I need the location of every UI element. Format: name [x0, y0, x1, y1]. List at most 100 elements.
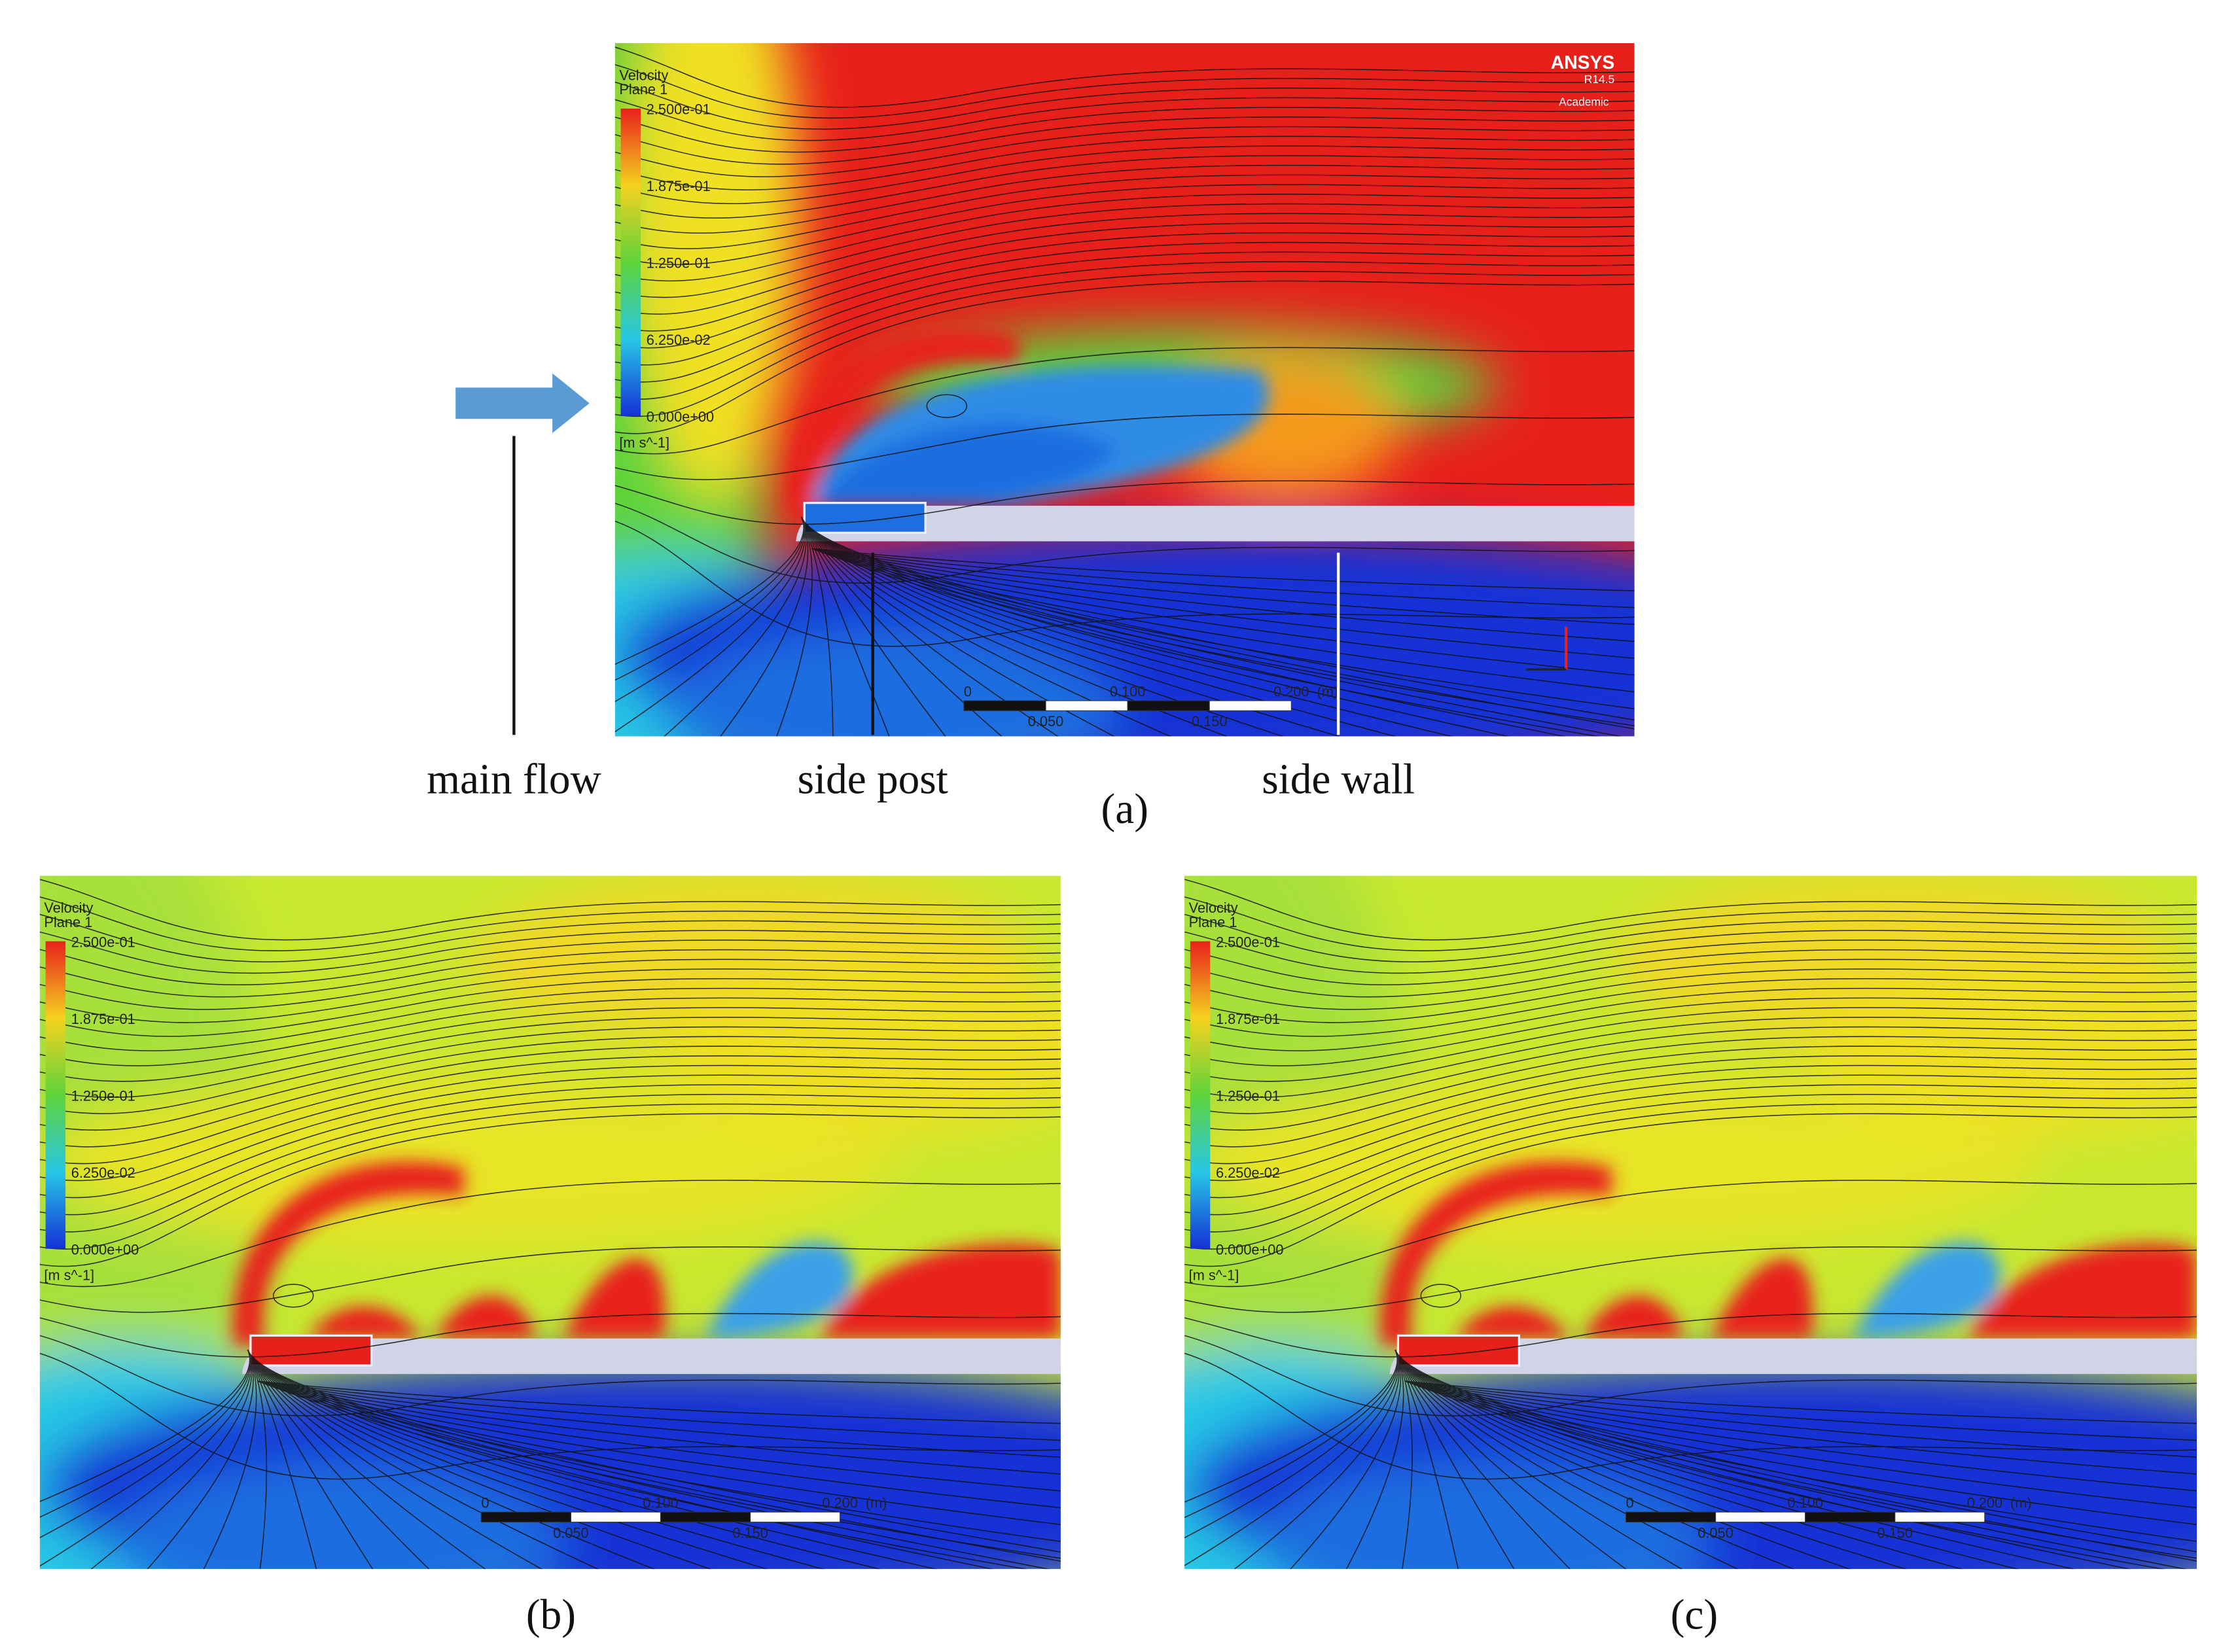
streamline — [90, 1349, 253, 1570]
streamline — [39, 1335, 1061, 1416]
streamline — [1395, 1349, 1908, 1570]
streamline — [1405, 1380, 2197, 1475]
field-blob — [1184, 1075, 2039, 1246]
field-structure — [786, 328, 1018, 513]
streamline — [247, 1349, 995, 1570]
streamline — [1395, 1349, 1963, 1570]
plate — [796, 505, 1635, 542]
scale-label: 0 — [964, 684, 972, 700]
streamline — [39, 1055, 1061, 1165]
vortex — [272, 1284, 314, 1308]
streamline — [811, 548, 1635, 608]
plate — [1389, 1338, 2197, 1375]
streamline — [247, 1349, 599, 1570]
streamline — [614, 155, 1635, 219]
streamline — [614, 517, 805, 703]
streamline — [1184, 879, 2197, 941]
streamline — [39, 1084, 1061, 1216]
streamline — [614, 502, 1635, 584]
streamline — [257, 1380, 1061, 1492]
streamline — [1184, 1017, 2197, 1098]
colorbar-label: 1.250e-01 — [71, 1087, 135, 1104]
streamline — [1184, 968, 2197, 1023]
streamline — [1184, 978, 2197, 1037]
streamline — [801, 517, 890, 737]
streamline — [1395, 1349, 1571, 1570]
scale-label: 0.100 — [643, 1495, 678, 1511]
scale-segment — [1045, 700, 1128, 711]
streamline — [39, 1113, 1061, 1267]
streamline — [614, 164, 1635, 234]
streamline — [257, 1380, 1061, 1475]
streamline — [1405, 1380, 2197, 1441]
streamline — [1184, 1352, 2197, 1480]
streamline — [39, 1026, 1061, 1114]
streamline — [39, 978, 1061, 1037]
streamline — [811, 548, 1635, 642]
streamline — [614, 517, 804, 665]
streamline — [257, 1380, 1061, 1441]
field-blob — [666, 961, 1061, 1133]
field-structure — [818, 422, 1118, 506]
streamline — [801, 517, 946, 737]
streamline — [1405, 1380, 2197, 1542]
panel-label: (a) — [1101, 786, 1148, 833]
annotation: main flow — [427, 756, 601, 803]
streamline — [614, 81, 1635, 130]
plate — [241, 1338, 1061, 1375]
scale-label: 0.200 — [1273, 684, 1309, 700]
scale-segment — [1715, 1511, 1806, 1522]
streamline — [1395, 1349, 2131, 1570]
streamline — [614, 107, 1635, 153]
field-structure — [1380, 1161, 1612, 1346]
streamline — [1395, 1349, 2188, 1570]
streamline — [614, 194, 1635, 282]
field-structure — [563, 1258, 666, 1339]
side-post — [803, 501, 927, 534]
velocity-field — [614, 43, 1635, 737]
scale-unit: (m) — [866, 1495, 887, 1511]
colorbar-label: 6.250e-02 — [1216, 1165, 1280, 1181]
flow-arrow — [455, 373, 1340, 735]
scale-label: 0.050 — [553, 1524, 588, 1541]
streamline — [1395, 1349, 2019, 1570]
streamline — [1184, 1055, 2197, 1165]
vortex — [926, 394, 968, 418]
streamline — [39, 1064, 1061, 1182]
streamline — [1395, 1349, 1683, 1570]
streamline — [664, 517, 807, 737]
field-structure — [1583, 1295, 1683, 1339]
streamline — [39, 940, 1061, 986]
streamline — [39, 1103, 1061, 1250]
scale-segment — [660, 1511, 751, 1522]
streamline — [614, 280, 1635, 434]
streamline — [247, 1349, 1051, 1570]
streamline — [203, 1349, 257, 1570]
legend-subtitle: Plane 1 — [1189, 914, 1237, 930]
scale-label: 0.100 — [1110, 684, 1145, 700]
streamline — [1405, 1380, 2165, 1570]
streamlines — [1184, 879, 2197, 1570]
streamline — [1184, 940, 2197, 986]
streamline — [614, 520, 1635, 647]
streamline — [1184, 896, 2197, 951]
streamline — [247, 1349, 881, 1570]
streamline — [1184, 1246, 2197, 1313]
field-blob — [1811, 961, 2197, 1133]
velocity-field — [39, 875, 1061, 1570]
colorbar-label: 0.000e+00 — [647, 409, 714, 425]
streamline — [614, 347, 1635, 455]
streamline — [801, 517, 1567, 737]
side-post — [249, 1334, 373, 1367]
streamline — [811, 548, 1635, 726]
scale-label: 0 — [1626, 1495, 1634, 1511]
streamline — [39, 1074, 1061, 1199]
streamline — [1184, 913, 2197, 962]
field-structure — [1711, 1258, 1813, 1339]
streamline — [247, 1349, 1061, 1553]
colorbar-label: 1.250e-01 — [647, 255, 711, 272]
scale-label: 0.050 — [1028, 713, 1063, 729]
streamline — [1184, 1335, 2197, 1416]
streamline — [801, 517, 1635, 721]
